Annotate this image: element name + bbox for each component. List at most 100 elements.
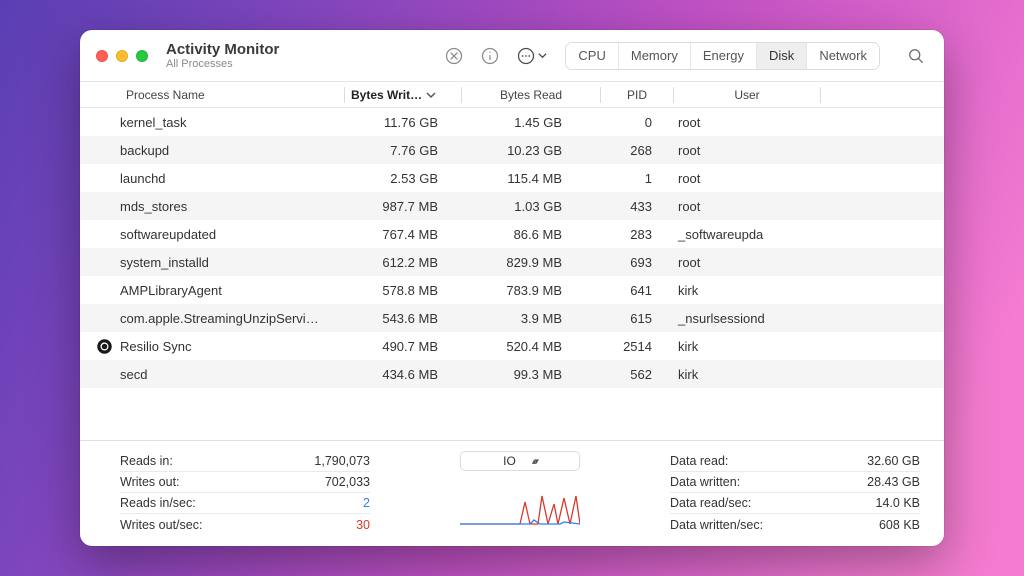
footer-center: IO ▴▾: [390, 451, 650, 536]
footer-stat-value: 1,790,073: [314, 454, 370, 468]
cell-bytes-written: 490.7 MB: [344, 339, 460, 354]
cell-bytes-read: 783.9 MB: [460, 283, 598, 298]
footer-stat-row: Data written/sec: 608 KB: [670, 514, 920, 535]
cell-bytes-written: 434.6 MB: [344, 367, 460, 382]
footer-stats-right: Data read:32.60 GBData written:28.43 GBD…: [670, 451, 920, 536]
process-table-body: kernel_task11.76 GB1.45 GB0rootbackupd7.…: [80, 108, 944, 440]
cell-pid: 283: [598, 227, 670, 242]
column-header-process-name[interactable]: Process Name: [120, 82, 344, 107]
table-row[interactable]: secd434.6 MB99.3 MB562kirk: [80, 360, 944, 388]
cell-pid: 0: [598, 115, 670, 130]
cell-process-name: system_installd: [120, 255, 344, 270]
actions-menu-button[interactable]: [512, 42, 551, 70]
footer-stat-label: Reads in/sec:: [120, 496, 196, 510]
footer-stat-label: Data written:: [670, 475, 740, 489]
cell-bytes-read: 99.3 MB: [460, 367, 598, 382]
chevron-down-icon: [426, 90, 436, 100]
tab-network[interactable]: Network: [807, 43, 879, 69]
cell-user: _nsurlsessiond: [670, 311, 830, 326]
minimize-window-button[interactable]: [116, 50, 128, 62]
footer-stat-value: 2: [363, 496, 370, 510]
footer-stat-value: 702,033: [325, 475, 370, 489]
tab-bar: CPUMemoryEnergyDiskNetwork: [565, 42, 880, 70]
table-row[interactable]: Resilio Sync490.7 MB520.4 MB2514kirk: [80, 332, 944, 360]
footer-stat-row: Data written: 28.43 GB: [670, 472, 920, 493]
column-header-bytes-read[interactable]: Bytes Read: [462, 82, 600, 107]
cell-pid: 2514: [598, 339, 670, 354]
cell-process-name: launchd: [120, 171, 344, 186]
window-subtitle: All Processes: [166, 58, 296, 71]
footer-stat-label: Data read/sec:: [670, 496, 751, 510]
zoom-window-button[interactable]: [136, 50, 148, 62]
footer-stat-row: Writes out/sec:30: [120, 514, 370, 535]
footer-stat-label: Data read:: [670, 454, 728, 468]
cell-process-name: Resilio Sync: [120, 339, 344, 354]
cell-pid: 615: [598, 311, 670, 326]
tab-cpu[interactable]: CPU: [566, 43, 618, 69]
column-header-user[interactable]: User: [674, 82, 820, 107]
footer-stat-value: 28.43 GB: [867, 475, 920, 489]
table-row[interactable]: AMPLibraryAgent578.8 MB783.9 MB641kirk: [80, 276, 944, 304]
cell-bytes-read: 829.9 MB: [460, 255, 598, 270]
window-controls: [96, 50, 148, 62]
cell-bytes-written: 543.6 MB: [344, 311, 460, 326]
cell-bytes-written: 2.53 GB: [344, 171, 460, 186]
updown-icon: ▴▾: [532, 456, 537, 467]
cell-process-name: backupd: [120, 143, 344, 158]
tab-energy[interactable]: Energy: [691, 43, 757, 69]
cell-pid: 268: [598, 143, 670, 158]
table-row[interactable]: kernel_task11.76 GB1.45 GB0root: [80, 108, 944, 136]
tab-disk[interactable]: Disk: [757, 43, 807, 69]
footer: Reads in: 1,790,073 Writes out: 702,033 Read…: [80, 440, 944, 546]
cell-bytes-read: 3.9 MB: [460, 311, 598, 326]
table-row[interactable]: com.apple.StreamingUnzipServi…543.6 MB3.…: [80, 304, 944, 332]
cell-process-name: softwareupdated: [120, 227, 344, 242]
footer-stat-row: Reads in/sec: 2: [120, 493, 370, 514]
tab-memory[interactable]: Memory: [619, 43, 691, 69]
cell-process-name: kernel_task: [120, 115, 344, 130]
footer-stat-value: 608 KB: [879, 518, 920, 532]
stop-process-button[interactable]: [440, 42, 468, 70]
footer-stat-row: Writes out: 702,033: [120, 472, 370, 493]
io-type-selector[interactable]: IO ▴▾: [460, 451, 580, 471]
cell-pid: 433: [598, 199, 670, 214]
footer-stat-label: Writes out:: [120, 475, 180, 489]
cell-pid: 1: [598, 171, 670, 186]
title-block: Activity Monitor All Processes: [166, 41, 296, 71]
cell-user: kirk: [670, 283, 830, 298]
cell-user: root: [670, 199, 830, 214]
cell-user: root: [670, 255, 830, 270]
cell-pid: 641: [598, 283, 670, 298]
footer-stat-value: 14.0 KB: [876, 496, 920, 510]
toolbar: Activity Monitor All Processes CPUMemory…: [80, 30, 944, 82]
footer-stat-value: 32.60 GB: [867, 454, 920, 468]
cell-user: kirk: [670, 339, 830, 354]
footer-stat-row: Data read: 32.60 GB: [670, 451, 920, 472]
footer-stat-row: Data read/sec: 14.0 KB: [670, 493, 920, 514]
footer-stat-label: Reads in:: [120, 454, 173, 468]
search-button[interactable]: [902, 42, 930, 70]
cell-bytes-written: 767.4 MB: [344, 227, 460, 242]
table-row[interactable]: mds_stores987.7 MB1.03 GB433root: [80, 192, 944, 220]
table-row[interactable]: softwareupdated767.4 MB86.6 MB283_softwa…: [80, 220, 944, 248]
footer-stat-label: Data written/sec:: [670, 518, 763, 532]
column-headers: Process Name Bytes Writ… Bytes Read PID …: [80, 82, 944, 108]
process-icon: [88, 338, 120, 355]
close-window-button[interactable]: [96, 50, 108, 62]
cell-user: root: [670, 115, 830, 130]
cell-user: root: [670, 171, 830, 186]
window-title: Activity Monitor: [166, 41, 296, 58]
table-row[interactable]: system_installd612.2 MB829.9 MB693root: [80, 248, 944, 276]
io-selector-label: IO: [503, 454, 516, 468]
column-label: Bytes Writ…: [351, 88, 422, 102]
footer-stat-row: Reads in: 1,790,073: [120, 451, 370, 472]
cell-bytes-read: 10.23 GB: [460, 143, 598, 158]
table-row[interactable]: launchd2.53 GB115.4 MB1root: [80, 164, 944, 192]
column-header-bytes-written[interactable]: Bytes Writ…: [345, 82, 461, 107]
io-sparkline: [460, 494, 580, 534]
table-row[interactable]: backupd7.76 GB10.23 GB268root: [80, 136, 944, 164]
cell-bytes-written: 7.76 GB: [344, 143, 460, 158]
column-header-pid[interactable]: PID: [601, 82, 673, 107]
inspect-process-button[interactable]: [476, 42, 504, 70]
cell-process-name: AMPLibraryAgent: [120, 283, 344, 298]
